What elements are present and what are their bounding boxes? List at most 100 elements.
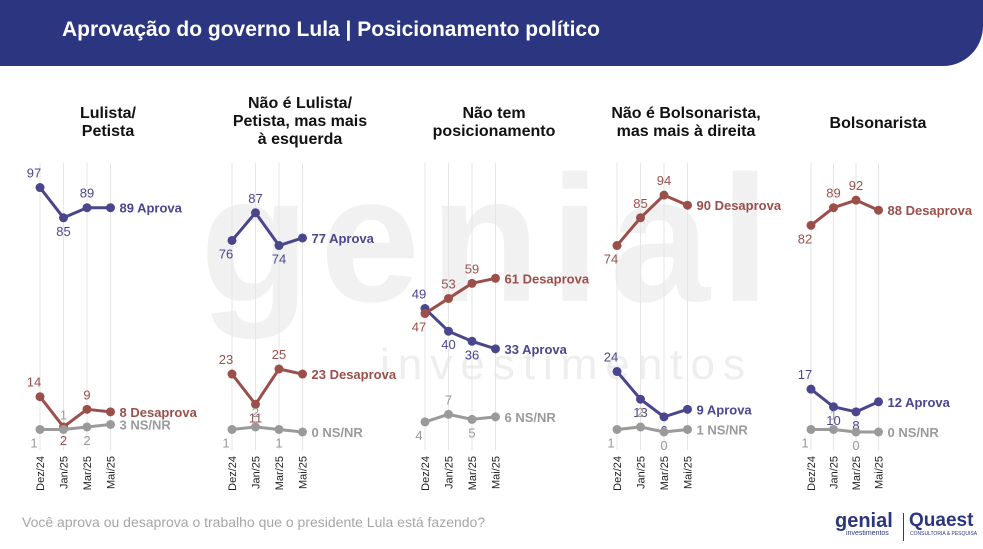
series-line-nsnr	[811, 427, 879, 434]
series-line-desaprova	[810, 198, 880, 227]
data-point	[274, 241, 284, 251]
genial-logo-subtext: investimentos	[846, 530, 889, 537]
series-line-nsnr	[424, 412, 496, 424]
chart-title-line: Não tem	[462, 105, 525, 122]
data-point	[874, 397, 883, 407]
data-point	[829, 203, 838, 213]
data-point	[251, 399, 260, 409]
chart-title-line: à esquerda	[258, 131, 343, 148]
data-point	[659, 412, 669, 422]
series-line-desaprova	[230, 367, 303, 406]
data-point	[467, 336, 477, 346]
series-line-nsnr	[616, 425, 688, 434]
data-label: 5	[468, 425, 475, 440]
data-point	[806, 220, 816, 230]
data-label: 1	[830, 407, 837, 422]
data-label: 1	[30, 435, 37, 450]
x-tick-label: Jan/25	[444, 456, 456, 489]
data-label: 53	[441, 276, 455, 291]
series-line-aprova	[38, 186, 111, 220]
data-point	[829, 424, 838, 434]
header-bar: Aprovação do governo Lula | Posicionamen…	[0, 0, 983, 66]
data-point	[251, 422, 260, 432]
data-point	[444, 409, 453, 419]
series-line-desaprova	[615, 193, 689, 247]
chart-title-line: Petista, mas mais	[233, 113, 367, 130]
data-point	[227, 424, 237, 434]
data-label: 4	[415, 428, 422, 443]
data-point	[806, 424, 816, 434]
data-point	[59, 213, 68, 223]
series-end-label: 3 NS/NR	[120, 417, 172, 432]
series-end-label: 88 Desaprova	[888, 203, 973, 218]
data-label: 25	[272, 347, 286, 362]
data-point	[683, 200, 692, 210]
x-tick-label: Dez/24	[420, 456, 432, 491]
x-tick-label: Mai/25	[874, 456, 886, 489]
x-tick-label: Jan/25	[636, 456, 648, 489]
data-point	[106, 203, 115, 213]
data-point	[35, 392, 45, 402]
data-point	[82, 422, 92, 432]
data-point	[251, 208, 260, 218]
series-line-nsnr	[231, 425, 303, 434]
data-point	[106, 407, 115, 417]
series-line-desaprova	[38, 395, 111, 429]
data-point	[851, 195, 861, 205]
data-label: 0	[660, 438, 667, 453]
data-point	[874, 205, 883, 215]
series-line-aprova	[615, 370, 688, 419]
data-point	[491, 344, 500, 354]
series-end-label: 12 Aprova	[888, 395, 951, 410]
data-point	[82, 404, 92, 414]
data-label: 94	[657, 173, 671, 188]
data-label: 47	[412, 320, 426, 335]
quaest-logo-subtext: CONSULTORIA & PESQUISA	[910, 531, 978, 537]
series-end-label: 61 Desaprova	[505, 271, 590, 286]
x-tick-label: Mar/25	[274, 456, 286, 490]
x-tick-label: Mai/25	[491, 456, 503, 489]
data-point	[612, 241, 622, 251]
data-point	[636, 422, 645, 432]
data-label: 87	[248, 191, 262, 206]
data-point	[59, 424, 68, 434]
data-point	[659, 190, 669, 200]
x-tick-label: Mar/25	[82, 456, 94, 490]
data-point	[467, 414, 477, 424]
data-label: 89	[826, 186, 840, 201]
data-point	[851, 427, 861, 437]
data-point	[874, 427, 883, 437]
data-label: 2	[60, 433, 67, 448]
data-label: 10	[826, 413, 840, 428]
data-label: 2	[83, 433, 90, 448]
chart-title-line: Não é Bolsonarista,	[611, 105, 760, 122]
data-label: 40	[441, 337, 455, 352]
series-end-label: 90 Desaprova	[697, 198, 782, 213]
data-point	[274, 424, 284, 434]
data-label: 85	[56, 224, 70, 239]
data-point	[467, 278, 477, 288]
data-label: 1	[222, 435, 229, 450]
chart-title-line: posicionamento	[433, 123, 556, 140]
data-point	[82, 203, 92, 213]
data-label: 13	[633, 405, 647, 420]
data-point	[444, 326, 453, 336]
survey-question: Você aprova ou desaprova o trabalho que …	[22, 514, 486, 530]
series-end-label: 8 Desaprova	[120, 405, 198, 420]
data-point	[659, 427, 669, 437]
series-end-label: 1 NS/NR	[697, 422, 749, 437]
x-tick-label: Mar/25	[467, 456, 479, 490]
series-line-aprova	[423, 307, 496, 351]
chart-title-line: mas mais à direita	[617, 123, 756, 140]
data-point	[35, 424, 45, 434]
series-end-label: 0 NS/NR	[312, 425, 364, 440]
data-label: 36	[465, 347, 479, 362]
chart-title-line: Bolsonarista	[830, 115, 927, 132]
data-label: 11	[249, 410, 263, 425]
series-line-nsnr	[40, 422, 111, 431]
x-tick-label: Mai/25	[683, 456, 695, 489]
data-label: 89	[80, 186, 94, 201]
x-tick-label: Dez/24	[227, 456, 239, 491]
